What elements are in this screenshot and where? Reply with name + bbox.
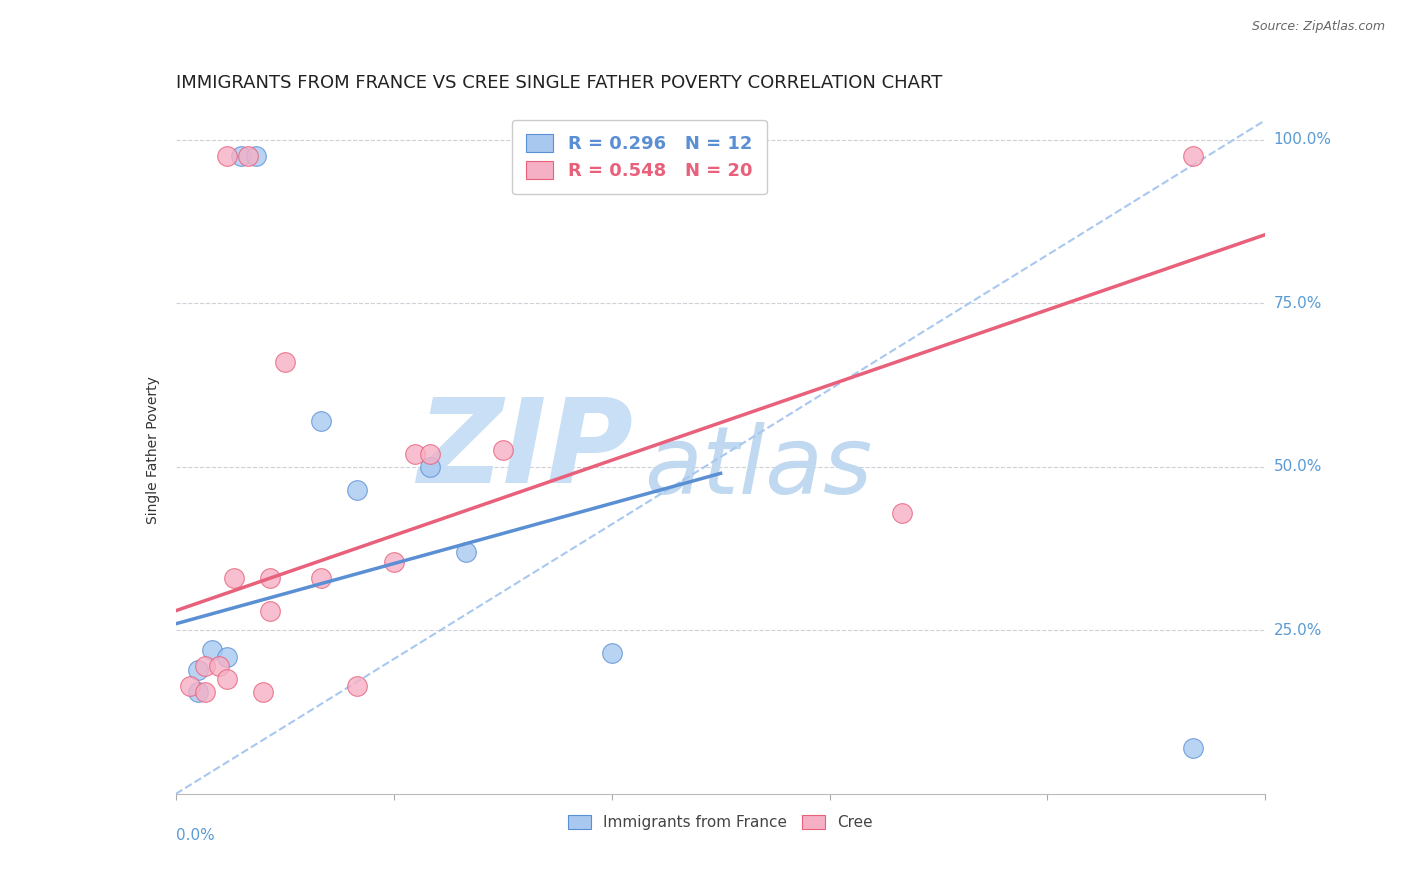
Point	[259, 604, 281, 618]
Point	[309, 414, 332, 428]
Point	[215, 149, 238, 163]
Point	[201, 643, 224, 657]
Point	[346, 483, 368, 497]
Point	[405, 447, 427, 461]
Point	[208, 659, 231, 673]
Point	[309, 571, 332, 585]
Point	[274, 355, 297, 369]
Point	[1181, 149, 1204, 163]
Text: 0.0%: 0.0%	[176, 828, 215, 843]
Text: 25.0%: 25.0%	[1274, 623, 1322, 638]
Text: 50.0%: 50.0%	[1274, 459, 1322, 475]
Text: IMMIGRANTS FROM FRANCE VS CREE SINGLE FATHER POVERTY CORRELATION CHART: IMMIGRANTS FROM FRANCE VS CREE SINGLE FA…	[176, 74, 942, 92]
Point	[179, 679, 201, 693]
Point	[492, 443, 515, 458]
Point	[891, 506, 914, 520]
Point	[231, 149, 253, 163]
Point	[600, 646, 623, 660]
Text: atlas: atlas	[644, 422, 873, 513]
Point	[252, 685, 274, 699]
Point	[419, 459, 441, 474]
Point	[456, 545, 478, 559]
Text: 100.0%: 100.0%	[1274, 132, 1331, 147]
Point	[194, 685, 217, 699]
Point	[215, 673, 238, 687]
Point	[215, 649, 238, 664]
Point	[194, 659, 217, 673]
Point	[186, 663, 209, 677]
Point	[245, 149, 267, 163]
Point	[238, 149, 260, 163]
Y-axis label: Single Father Poverty: Single Father Poverty	[146, 376, 160, 524]
Point	[1181, 741, 1204, 756]
Text: Source: ZipAtlas.com: Source: ZipAtlas.com	[1251, 20, 1385, 33]
Text: 75.0%: 75.0%	[1274, 296, 1322, 310]
Point	[382, 555, 405, 569]
Point	[186, 685, 209, 699]
Point	[222, 571, 245, 585]
Point	[346, 679, 368, 693]
Point	[419, 447, 441, 461]
Legend: Immigrants from France, Cree: Immigrants from France, Cree	[561, 807, 880, 838]
Text: ZIP: ZIP	[418, 393, 633, 508]
Point	[259, 571, 281, 585]
